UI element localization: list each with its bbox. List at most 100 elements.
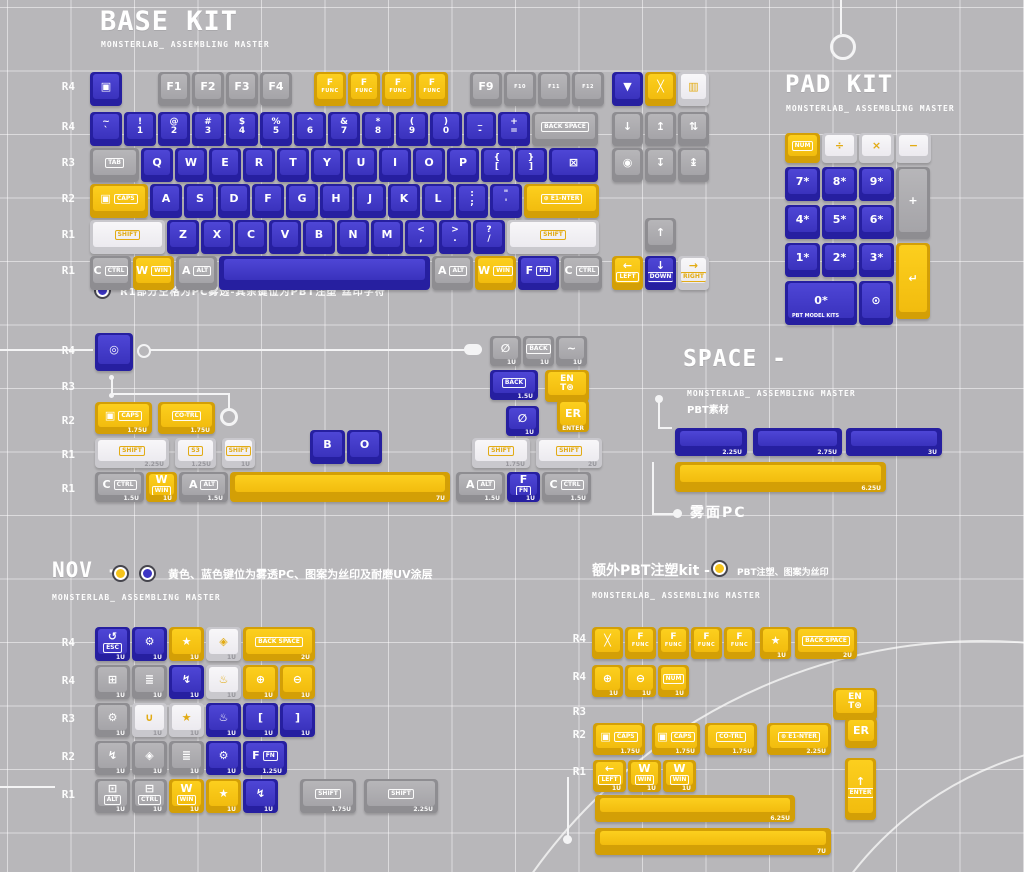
- enter-novelty-key[interactable]: ⊛ E1-NTER 2.25U: [767, 723, 831, 755]
- f10-key[interactable]: F10: [504, 72, 536, 106]
- tilde-novelty-key[interactable]: ~1U: [556, 336, 587, 366]
- keycap[interactable]: #3: [192, 112, 224, 146]
- win-novelty-key[interactable]: W WIN 1U: [628, 760, 661, 792]
- alt-key[interactable]: A ALT 1.5U: [456, 472, 505, 502]
- keycap[interactable]: {[: [481, 148, 513, 182]
- numlock-key[interactable]: NUM: [785, 133, 820, 163]
- numpad-plus-key[interactable]: +: [896, 167, 930, 239]
- keycap[interactable]: <,: [405, 220, 437, 254]
- numpad-1-key[interactable]: 1*: [785, 243, 820, 277]
- fn-key[interactable]: F FN: [518, 256, 559, 290]
- f-novelty-key[interactable]: F FUNC: [658, 627, 689, 659]
- keycap[interactable]: X: [201, 220, 233, 254]
- crosshair-novelty-key[interactable]: ⊞ 1U: [95, 665, 130, 699]
- backslash-key[interactable]: ⊠: [549, 148, 598, 182]
- up-arrow-key[interactable]: ↑: [645, 218, 676, 252]
- horseshoe-novelty-key[interactable]: ∪ 1U: [132, 703, 167, 737]
- plus-novelty-key[interactable]: ⊕ 1U: [243, 665, 278, 699]
- keycap[interactable]: Q: [141, 148, 173, 182]
- numpad-divide-key[interactable]: ÷: [822, 133, 857, 163]
- gear-novelty-key[interactable]: ⚙ 1U: [132, 627, 167, 661]
- keycap[interactable]: ? /: [473, 220, 505, 254]
- keycap[interactable]: Y: [311, 148, 343, 182]
- hook-novelty-key[interactable]: ↯ 1U: [95, 741, 130, 775]
- backspace-novelty-key[interactable]: BACK SPACE 2U: [795, 627, 857, 659]
- f-novelty-key[interactable]: F FUNC: [625, 627, 656, 659]
- f2-key[interactable]: F2: [192, 72, 224, 106]
- f3-key[interactable]: F3: [226, 72, 258, 106]
- left-arrow-key[interactable]: ← LEFT: [612, 256, 643, 290]
- keycap[interactable]: " ': [490, 184, 522, 218]
- keycap[interactable]: T: [277, 148, 309, 182]
- keycap[interactable]: G: [286, 184, 318, 218]
- numpad-8-key[interactable]: 8*: [822, 167, 857, 201]
- sparkle-novelty-key[interactable]: ◈ 1U: [206, 627, 241, 661]
- iso-enter-key[interactable]: EN T⊛: [833, 688, 877, 720]
- end-key[interactable]: ↧: [645, 148, 676, 182]
- numpad-2-key[interactable]: 2*: [822, 243, 857, 277]
- novelty-key[interactable]: ▥: [678, 72, 709, 106]
- ctrl-key[interactable]: C CTRL 1.5U: [542, 472, 591, 502]
- bracket-novelty-key[interactable]: ] 1U: [280, 703, 315, 737]
- coil-novelty-key[interactable]: ≣ 1U: [169, 741, 204, 775]
- iso-enter-key[interactable]: ER: [845, 718, 877, 748]
- left-ctrl-key[interactable]: C CTRL: [90, 256, 131, 290]
- hook-novelty-key[interactable]: ↯ 1U: [169, 665, 204, 699]
- numpad-enter-key[interactable]: ↵: [896, 243, 930, 319]
- iso-enter-key[interactable]: ER ENTER: [557, 400, 589, 432]
- capslock-novelty-key[interactable]: ▣ CAPS 1.75U: [95, 402, 152, 434]
- ctrl-key[interactable]: C CTRL 1.5U: [95, 472, 144, 502]
- star-novelty-key[interactable]: ★ 1U: [206, 779, 241, 813]
- keycap[interactable]: F: [252, 184, 284, 218]
- sparkle-novelty-key[interactable]: ◈ 1U: [132, 741, 167, 775]
- keycap[interactable]: ) 0: [430, 112, 462, 146]
- ctrl-novelty-key[interactable]: CO-TRL 1.75U: [705, 723, 757, 755]
- flame-novelty-key[interactable]: ♨ 1U: [206, 665, 241, 699]
- keycap[interactable]: >.: [439, 220, 471, 254]
- iso-enter-key[interactable]: EN T⊛: [545, 370, 589, 402]
- ctrl-novelty-key[interactable]: ⊟ CTRL 1U: [132, 779, 167, 813]
- spacebar-225[interactable]: 2.25U: [675, 428, 747, 456]
- numpad-minus-key[interactable]: −: [896, 133, 931, 163]
- minus-novelty-key[interactable]: ⊖ 1U: [625, 665, 656, 697]
- keycap[interactable]: ^ 6: [294, 112, 326, 146]
- keycap[interactable]: % 5: [260, 112, 292, 146]
- keycap[interactable]: R: [243, 148, 275, 182]
- shift-175-key[interactable]: SHIFT 1.75U: [300, 779, 356, 813]
- keycap[interactable]: * 8: [362, 112, 394, 146]
- spacebar-275[interactable]: 2.75U: [753, 428, 842, 456]
- esc-novelty-key[interactable]: ↺ ESC 1U: [95, 627, 130, 661]
- pgup-key[interactable]: ⇅: [678, 112, 709, 146]
- hook-novelty-key[interactable]: ↯ 1U: [243, 779, 278, 813]
- f7-key[interactable]: F FUNC: [382, 72, 414, 106]
- keycap[interactable]: @2: [158, 112, 190, 146]
- insert-key[interactable]: ↓: [612, 112, 643, 146]
- right-arrow-key[interactable]: → RIGHT: [678, 256, 709, 290]
- x-novelty-key[interactable]: ╳: [592, 627, 623, 659]
- f11-key[interactable]: F11: [538, 72, 570, 106]
- spacebar[interactable]: [219, 256, 430, 290]
- keycap[interactable]: }]: [515, 148, 547, 182]
- keycap[interactable]: $4: [226, 112, 258, 146]
- left-win-key[interactable]: W WIN: [133, 256, 174, 290]
- left-alt-key[interactable]: A ALT: [176, 256, 217, 290]
- keycap[interactable]: M: [371, 220, 403, 254]
- right-win-key[interactable]: W WIN: [475, 256, 516, 290]
- f-novelty-key[interactable]: F FUNC: [691, 627, 722, 659]
- tilde-key[interactable]: ~ `: [90, 112, 122, 146]
- plus-novelty-key[interactable]: ⊕ 1U: [592, 665, 623, 697]
- numpad-0-key[interactable]: 0* PBT MODEL KITS: [785, 281, 857, 325]
- fn-novelty-key[interactable]: F FN 1.25U: [243, 741, 287, 775]
- minus-novelty-key[interactable]: ⊖ 1U: [280, 665, 315, 699]
- right-shift-key[interactable]: SHIFT: [507, 220, 599, 254]
- pgdn-key[interactable]: ↨: [678, 148, 709, 182]
- numpad-9-key[interactable]: 9*: [859, 167, 894, 201]
- enter-key[interactable]: ⊛ E1-NTER: [524, 184, 599, 218]
- gear-novelty-key[interactable]: ⚙ 1U: [95, 703, 130, 737]
- right-alt-key[interactable]: A ALT: [432, 256, 473, 290]
- keycap[interactable]: U: [345, 148, 377, 182]
- left-arrow-novelty-key[interactable]: ← LEFT 1U: [593, 760, 626, 792]
- spacebar-625[interactable]: 6.25U: [675, 462, 886, 492]
- left-shift-key[interactable]: SHIFT: [90, 220, 165, 254]
- numlock-novelty-key[interactable]: NUM 1U: [658, 665, 689, 697]
